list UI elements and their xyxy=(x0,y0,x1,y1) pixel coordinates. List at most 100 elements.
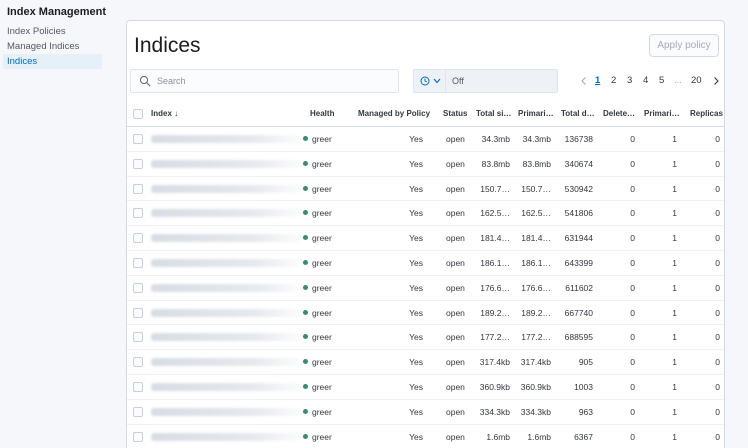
column-status[interactable]: Status xyxy=(443,109,468,118)
health-cell: greer xyxy=(303,233,332,243)
row-checkbox[interactable] xyxy=(133,431,143,442)
row-checkbox[interactable] xyxy=(133,208,143,219)
column-managed-by-policy[interactable]: Managed by Policy xyxy=(358,109,431,118)
column-index[interactable]: Index ↓ xyxy=(151,109,179,118)
sort-arrow-icon: ↓ xyxy=(174,109,179,118)
indices-panel: Indices Apply policy Off 1 2 3 4 5 ... xyxy=(126,20,725,448)
row-checkbox[interactable] xyxy=(133,357,143,368)
row-checkbox[interactable] xyxy=(133,134,143,144)
index-name-redacted[interactable] xyxy=(151,382,301,391)
row-checkbox[interactable] xyxy=(133,158,143,169)
health-status-icon xyxy=(303,210,308,216)
index-name-redacted[interactable] xyxy=(151,234,301,243)
managed-cell: Yes xyxy=(409,282,423,293)
total-size-cell: 177.2… xyxy=(480,332,510,343)
index-name-redacted[interactable] xyxy=(151,209,301,218)
index-name-redacted[interactable] xyxy=(151,358,301,367)
index-name-redacted[interactable] xyxy=(151,159,301,168)
deleted-documents-cell: 0 xyxy=(630,208,635,219)
total-documents-cell: 611602 xyxy=(565,282,593,293)
page-4[interactable]: 4 xyxy=(643,75,649,86)
replicas-cell: 0 xyxy=(715,431,720,442)
page-ellipsis: ... xyxy=(674,75,682,86)
health-cell: greer xyxy=(303,382,332,392)
select-all-checkbox[interactable] xyxy=(133,109,143,119)
column-primaries[interactable]: Primari… xyxy=(644,109,680,118)
status-cell: open xyxy=(446,307,465,318)
table-row: greer Yes open 162.5… 162.5… 541806 0 1 … xyxy=(127,201,724,227)
total-documents-cell: 1003 xyxy=(574,381,593,392)
index-name-redacted[interactable] xyxy=(151,333,301,342)
row-checkbox[interactable] xyxy=(133,257,143,268)
total-size-cell: 334.3kb xyxy=(479,406,510,417)
health-status-icon xyxy=(303,284,308,290)
index-name-redacted[interactable] xyxy=(151,135,301,143)
refresh-toggle-button[interactable] xyxy=(414,70,446,92)
sidebar-title: Index Management xyxy=(7,6,107,18)
primaries-size-cell: 83.8mb xyxy=(522,158,551,169)
column-health[interactable]: Health xyxy=(310,109,335,118)
index-name-redacted[interactable] xyxy=(151,308,301,317)
total-documents-cell: 905 xyxy=(578,357,593,368)
row-checkbox[interactable] xyxy=(133,406,143,417)
search-input[interactable] xyxy=(157,73,393,89)
deleted-documents-cell: 0 xyxy=(630,381,635,392)
page-2[interactable]: 2 xyxy=(611,75,617,86)
health-cell: greer xyxy=(303,134,332,144)
primaries-cell: 1 xyxy=(672,233,677,244)
total-size-cell: 150.7… xyxy=(480,183,510,194)
column-primaries-size[interactable]: Primari… xyxy=(518,109,554,118)
managed-cell: Yes xyxy=(409,233,423,244)
column-total-documents[interactable]: Total d… xyxy=(561,109,595,118)
page-1[interactable]: 1 xyxy=(595,75,601,86)
index-name-redacted[interactable] xyxy=(151,407,301,416)
row-checkbox[interactable] xyxy=(133,332,143,343)
index-name-redacted[interactable] xyxy=(151,432,301,441)
health-cell: greer xyxy=(303,332,332,342)
total-size-cell: 83.8mb xyxy=(481,158,510,169)
chevron-left-icon[interactable] xyxy=(579,76,589,86)
managed-cell: Yes xyxy=(409,406,423,417)
status-cell: open xyxy=(446,282,465,293)
column-total-size[interactable]: Total si… xyxy=(476,109,512,118)
row-checkbox[interactable] xyxy=(133,381,143,392)
table-row: greer Yes open 34.3mb 34.3mb 136738 0 1 … xyxy=(127,127,724,152)
sidebar-item-index-policies[interactable]: Index Policies xyxy=(7,26,66,37)
table-row: greer Yes open 189.2… 189.2… 667740 0 1 … xyxy=(127,301,724,326)
page-title: Indices xyxy=(134,34,201,57)
sidebar-item-indices[interactable]: Indices xyxy=(3,54,102,69)
row-checkbox[interactable] xyxy=(133,183,143,194)
page-3[interactable]: 3 xyxy=(627,75,633,86)
health-value: greer xyxy=(312,431,332,442)
index-name-redacted[interactable] xyxy=(151,184,301,193)
health-value: greer xyxy=(312,208,332,219)
deleted-documents-cell: 0 xyxy=(630,357,635,368)
total-size-cell: 186.1… xyxy=(480,257,510,268)
status-cell: open xyxy=(446,158,465,169)
index-name-redacted[interactable] xyxy=(151,283,301,292)
replicas-cell: 0 xyxy=(715,406,720,417)
page-5[interactable]: 5 xyxy=(659,75,665,86)
replicas-cell: 0 xyxy=(715,134,720,144)
column-deleted-documents[interactable]: Delete… xyxy=(603,109,636,118)
apply-policy-button[interactable]: Apply policy xyxy=(649,34,719,57)
column-replicas[interactable]: Replicas xyxy=(690,109,723,118)
status-cell: open xyxy=(446,257,465,268)
row-checkbox[interactable] xyxy=(133,282,143,293)
index-name-redacted[interactable] xyxy=(151,258,301,267)
chevron-right-icon[interactable] xyxy=(711,76,721,86)
health-status-icon xyxy=(303,309,308,315)
chevron-down-icon xyxy=(433,78,441,84)
primaries-cell: 1 xyxy=(672,307,677,318)
status-cell: open xyxy=(446,357,465,368)
health-status-icon xyxy=(303,359,308,365)
sidebar-item-managed-indices[interactable]: Managed Indices xyxy=(7,41,80,52)
page-20[interactable]: 20 xyxy=(691,75,702,86)
table-row: greer Yes open 181.4… 181.4… 631944 0 1 … xyxy=(127,226,724,251)
row-checkbox[interactable] xyxy=(133,233,143,244)
replicas-cell: 0 xyxy=(715,282,720,293)
health-status-icon xyxy=(303,136,308,141)
status-cell: open xyxy=(446,381,465,392)
managed-cell: Yes xyxy=(409,357,423,368)
row-checkbox[interactable] xyxy=(133,307,143,318)
